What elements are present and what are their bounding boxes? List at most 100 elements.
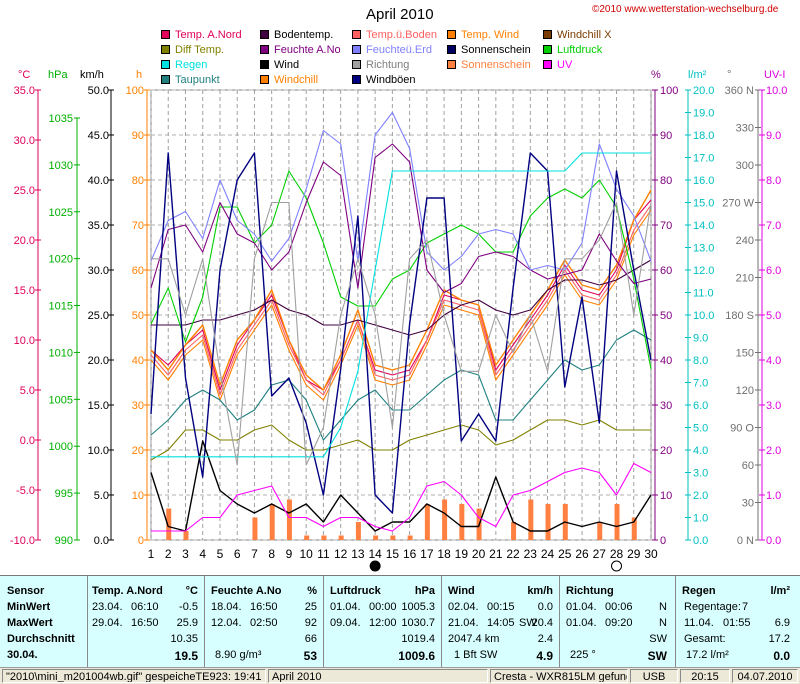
- legend-swatch: [543, 30, 552, 39]
- legend-label: Regen: [175, 58, 208, 71]
- temp-min-time: 06:10: [131, 601, 159, 613]
- statistics-panel: Sensor MinWert MaxWert Durchschnitt 30.0…: [0, 575, 800, 668]
- sensor-header: Sensor: [7, 585, 45, 597]
- legend-label: Sonnenschein: [461, 58, 531, 71]
- rain-axis-label: 16.0: [693, 175, 714, 187]
- kmh-axis-label: 15.0: [88, 400, 109, 412]
- temp-min-date: 23.04.: [92, 601, 123, 613]
- humidity-min-time: 16:50: [250, 601, 278, 613]
- temp-current-value: 19.5: [174, 649, 198, 663]
- uv-axis-label: 9.0: [766, 130, 781, 142]
- rain-axis-label: 11.0: [693, 288, 714, 300]
- x-tick-label: 16: [403, 547, 417, 561]
- sunshine-bar: [424, 504, 430, 540]
- direction-current-value: SW: [647, 649, 667, 663]
- kmh-axis-label: 45.0: [88, 130, 109, 142]
- hpa-axis-label: 1000: [49, 441, 73, 453]
- series-line: [150, 170, 652, 370]
- x-tick-label: 28: [610, 547, 624, 561]
- humidity-max-value: 92: [304, 617, 317, 629]
- uv-axis-label: 3.0: [766, 400, 781, 412]
- series-line: [150, 199, 652, 391]
- hpa-axis-label: 1035: [49, 113, 73, 125]
- x-tick-label: 7: [251, 547, 258, 561]
- sunshine-bar: [614, 504, 620, 540]
- uv-axis-label: 8.0: [766, 175, 781, 187]
- temp-min-value: -0.5: [179, 601, 198, 613]
- deg-axis-label: 360 N: [725, 85, 754, 97]
- h-axis-label: 10: [132, 490, 144, 502]
- x-tick-label: 25: [558, 547, 572, 561]
- pressure-min-time: 00:00: [369, 601, 397, 613]
- stats-temp-column: Temp. A.Nord °C 23.04. 06:10 -0.5 29.04. 16:…: [88, 576, 205, 668]
- legend-label: Temp. A.Nord: [175, 28, 242, 41]
- pct-axis-label: 10: [660, 490, 672, 502]
- legend-swatch: [352, 30, 361, 39]
- wind-current-value: 4.9: [536, 649, 553, 663]
- x-tick-label: 19: [455, 547, 469, 561]
- hpa-axis-label: 990: [55, 535, 73, 547]
- wind-max-date: 21.04.: [448, 617, 479, 629]
- x-tick-label: 23: [524, 547, 538, 561]
- legend-item: Temp. Wind: [447, 28, 519, 41]
- legend-label: Bodentemp.: [274, 28, 334, 41]
- rain-axis-label: 18.0: [693, 130, 714, 142]
- kmh-axis-label: 25.0: [88, 310, 109, 322]
- rain-axis-label: 15.0: [693, 198, 714, 210]
- legend-item: Feuchteü.Erd: [352, 43, 432, 56]
- sunshine-bar: [304, 535, 310, 540]
- wind-min-value: 0.0: [537, 601, 553, 613]
- sunshine-bar: [183, 531, 189, 540]
- status-station: Cresta - WXR815LM gefunden: [490, 669, 628, 683]
- hpa-axis-label: 1020: [49, 254, 73, 266]
- chart-title: April 2010: [366, 6, 434, 23]
- status-file: "2010\mini_m201004wb.gif" gespeicheTE923…: [2, 669, 266, 683]
- series-line: [150, 189, 652, 391]
- rain-axis-label: 13.0: [693, 243, 714, 255]
- kmh-axis-label: 30.0: [88, 265, 109, 277]
- legend-swatch: [447, 60, 456, 69]
- h-axis-label: 40: [132, 355, 144, 367]
- status-time: 20:15: [680, 669, 730, 683]
- legend-item: Luftdruck: [543, 43, 602, 56]
- rain-axis-label: 20.0: [693, 85, 714, 97]
- sunshine-bar: [442, 499, 448, 540]
- kmh-axis-label: 40.0: [88, 175, 109, 187]
- pressure-unit: hPa: [414, 585, 435, 597]
- series-line: [151, 201, 652, 466]
- x-tick-label: 5: [217, 547, 224, 561]
- pressure-min-date: 01.04.: [330, 601, 361, 613]
- series-line: [150, 152, 652, 514]
- legend-label: Feuchte A.No: [274, 43, 341, 56]
- pct-axis-label: 50: [660, 310, 672, 322]
- temp-max-value: 25.9: [176, 617, 198, 629]
- uv-axis-label: 4.0: [766, 355, 781, 367]
- rain-axis-label: 8.0: [693, 355, 708, 367]
- series-line: [150, 143, 652, 294]
- moon-phase-icon: [611, 560, 623, 572]
- legend-item: Sonnenschein: [447, 58, 531, 71]
- x-tick-label: 29: [627, 547, 641, 561]
- temp-max-time: 16:50: [131, 617, 159, 629]
- legend-swatch: [161, 75, 170, 84]
- sunshine-bar: [373, 535, 379, 540]
- sunshine-bar: [252, 517, 258, 540]
- uv-axis-label: 2.0: [766, 445, 781, 457]
- temp-axis-label: 10.0: [14, 335, 35, 347]
- direction-avg-value: SW: [649, 633, 667, 645]
- legend-item: Regen: [161, 58, 207, 71]
- stats-wind-column: Wind km/h 02.04. 00:15 0.0 21.04. 14:05 SW 20.…: [442, 576, 560, 668]
- rain-axis-label: 9.0: [693, 333, 708, 345]
- wind-min-date: 02.04.: [448, 601, 479, 613]
- series-line: [150, 111, 652, 271]
- kmh-axis-label: 20.0: [88, 355, 109, 367]
- x-tick-label: 2: [165, 547, 172, 561]
- uv-axis-label: 0.0: [766, 535, 781, 547]
- x-tick-label: 11: [317, 547, 330, 561]
- legend-label: UV: [557, 58, 573, 71]
- legend-item: Windchill X: [543, 28, 611, 41]
- x-tick-label: 22: [506, 547, 520, 561]
- x-tick-label: 9: [286, 547, 293, 561]
- legend-item: Temp. A.Nord: [161, 28, 242, 41]
- x-tick-label: 27: [593, 547, 607, 561]
